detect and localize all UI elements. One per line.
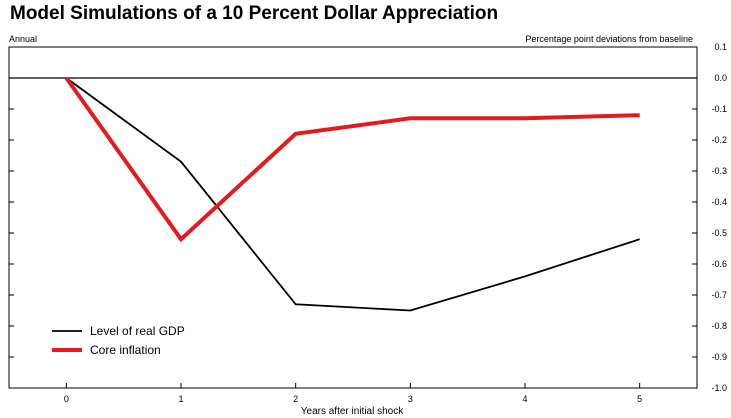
y-tick-label: 0.1 — [714, 42, 727, 52]
x-tick-label: 0 — [64, 394, 69, 404]
y-tick-label: -0.7 — [711, 290, 727, 300]
legend: Level of real GDP Core inflation — [52, 324, 185, 357]
y-tick-label: -0.3 — [711, 166, 727, 176]
x-tick-label: 1 — [178, 394, 183, 404]
series-line-gdp — [65, 77, 640, 312]
y-tick-label: 0.0 — [714, 73, 727, 83]
y-tick-label: -0.5 — [711, 228, 727, 238]
y-tick-label: -0.1 — [711, 104, 727, 114]
y-tick-label: -0.2 — [711, 135, 727, 145]
y-tick-label: -1.0 — [711, 383, 727, 393]
y-tick-label: -0.6 — [711, 259, 727, 269]
x-tick-label: 5 — [637, 394, 642, 404]
chart-title: Model Simulations of a 10 Percent Dollar… — [10, 3, 499, 24]
right-axis-note: Percentage point deviations from baselin… — [525, 34, 693, 44]
y-tick-label: -0.8 — [711, 321, 727, 331]
left-axis-note: Annual — [9, 34, 37, 44]
legend-label: Level of real GDP — [90, 324, 185, 338]
x-tick-label: 2 — [293, 394, 298, 404]
plot-frame — [8, 46, 698, 389]
legend-label: Core inflation — [90, 343, 161, 357]
y-tick-label: -0.9 — [711, 352, 727, 362]
series-line-core-inflation — [64, 76, 640, 243]
x-tick-label: 3 — [408, 394, 413, 404]
y-tick-label: -0.4 — [711, 197, 727, 207]
x-tick-label: 4 — [522, 394, 527, 404]
x-axis-label: Years after initial shock — [301, 406, 404, 417]
